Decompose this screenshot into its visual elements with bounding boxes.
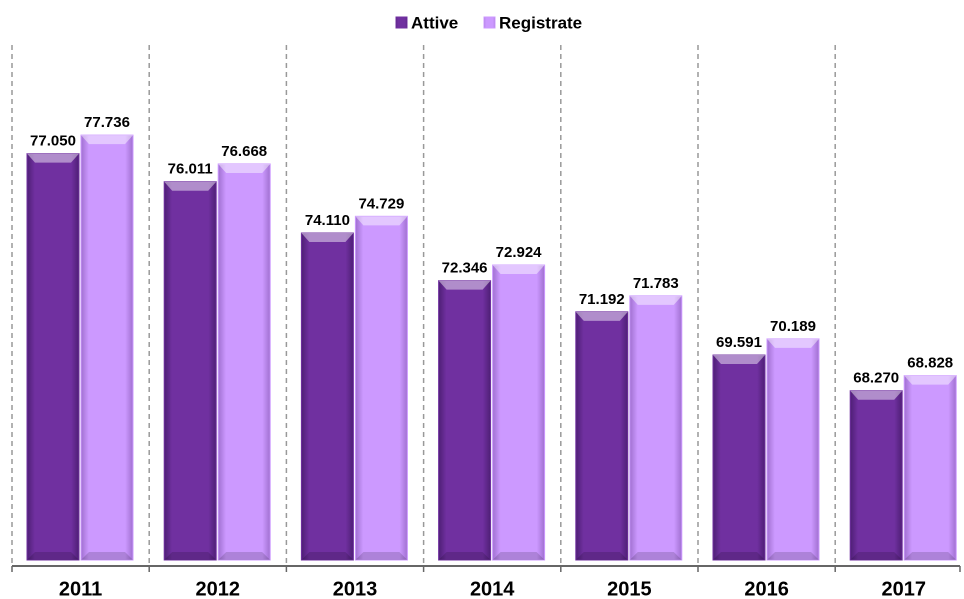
- bar-bevel: [27, 153, 79, 163]
- x-tick-label: 2016: [744, 578, 789, 599]
- bar-bevel: [492, 552, 545, 560]
- bar: [492, 264, 546, 561]
- x-tick-label: 2015: [607, 578, 652, 599]
- bar-bevel: [713, 355, 765, 365]
- value-label: 72.924: [496, 244, 543, 261]
- bar-bevel: [492, 265, 545, 275]
- bar-bevel: [164, 181, 217, 191]
- bar-bevel: [164, 552, 217, 560]
- bar-bevel: [301, 552, 354, 560]
- bar-bevel: [575, 552, 628, 560]
- bar-bevel: [218, 552, 271, 560]
- bar: [629, 295, 683, 561]
- bar: [849, 390, 903, 561]
- bar-bevel: [27, 552, 79, 560]
- value-label: 72.346: [442, 260, 488, 277]
- bar: [903, 375, 957, 561]
- bar-bevel: [629, 552, 682, 560]
- bar-bevel: [904, 375, 957, 385]
- bar: [438, 280, 492, 561]
- bar-bevel: [438, 280, 491, 290]
- bar: [26, 153, 80, 561]
- bar-bevel: [355, 216, 408, 226]
- value-label: 76.011: [168, 161, 213, 178]
- bar-bevel: [713, 552, 765, 560]
- bar-bevel: [850, 552, 903, 560]
- bar: [354, 215, 408, 561]
- value-label: 70.189: [770, 318, 816, 335]
- bar-bevel: [301, 233, 354, 243]
- x-tick-label: 2012: [196, 578, 241, 599]
- value-label: 69.591: [716, 334, 762, 351]
- bar: [80, 134, 134, 561]
- bar-bevel: [438, 552, 491, 560]
- x-tick-label: 2017: [882, 578, 927, 599]
- bar-bevel: [218, 163, 271, 173]
- bar: [300, 232, 354, 561]
- value-label: 77.736: [84, 114, 130, 131]
- bar-bevel: [629, 295, 682, 305]
- legend-label: Registrate: [499, 13, 582, 32]
- legend-swatch: [395, 16, 408, 29]
- bar: [712, 354, 766, 561]
- bar-bevel: [81, 552, 133, 560]
- value-label: 68.828: [907, 355, 953, 372]
- legend-swatch: [483, 16, 496, 29]
- bar-bevel: [767, 338, 819, 348]
- value-label: 71.192: [579, 291, 625, 308]
- bar: [575, 311, 629, 561]
- bar-bevel: [355, 552, 408, 560]
- value-label: 74.110: [305, 212, 350, 229]
- bar-bevel: [850, 390, 903, 400]
- value-label: 71.783: [633, 275, 679, 292]
- bar: [766, 338, 820, 561]
- bar-bevel: [904, 552, 957, 560]
- value-label: 76.668: [221, 143, 267, 160]
- x-tick-label: 2014: [470, 578, 515, 599]
- legend-label: Attive: [411, 13, 458, 32]
- x-tick-label: 2011: [59, 578, 102, 599]
- x-tick-label: 2013: [333, 578, 378, 599]
- value-label: 74.729: [358, 195, 404, 212]
- value-label: 77.050: [30, 133, 76, 150]
- bar-bevel: [81, 135, 133, 145]
- bar-bevel: [767, 552, 819, 560]
- value-label: 68.270: [853, 370, 899, 387]
- bar-bevel: [575, 311, 628, 321]
- bar: [217, 163, 271, 561]
- bar: [163, 181, 217, 561]
